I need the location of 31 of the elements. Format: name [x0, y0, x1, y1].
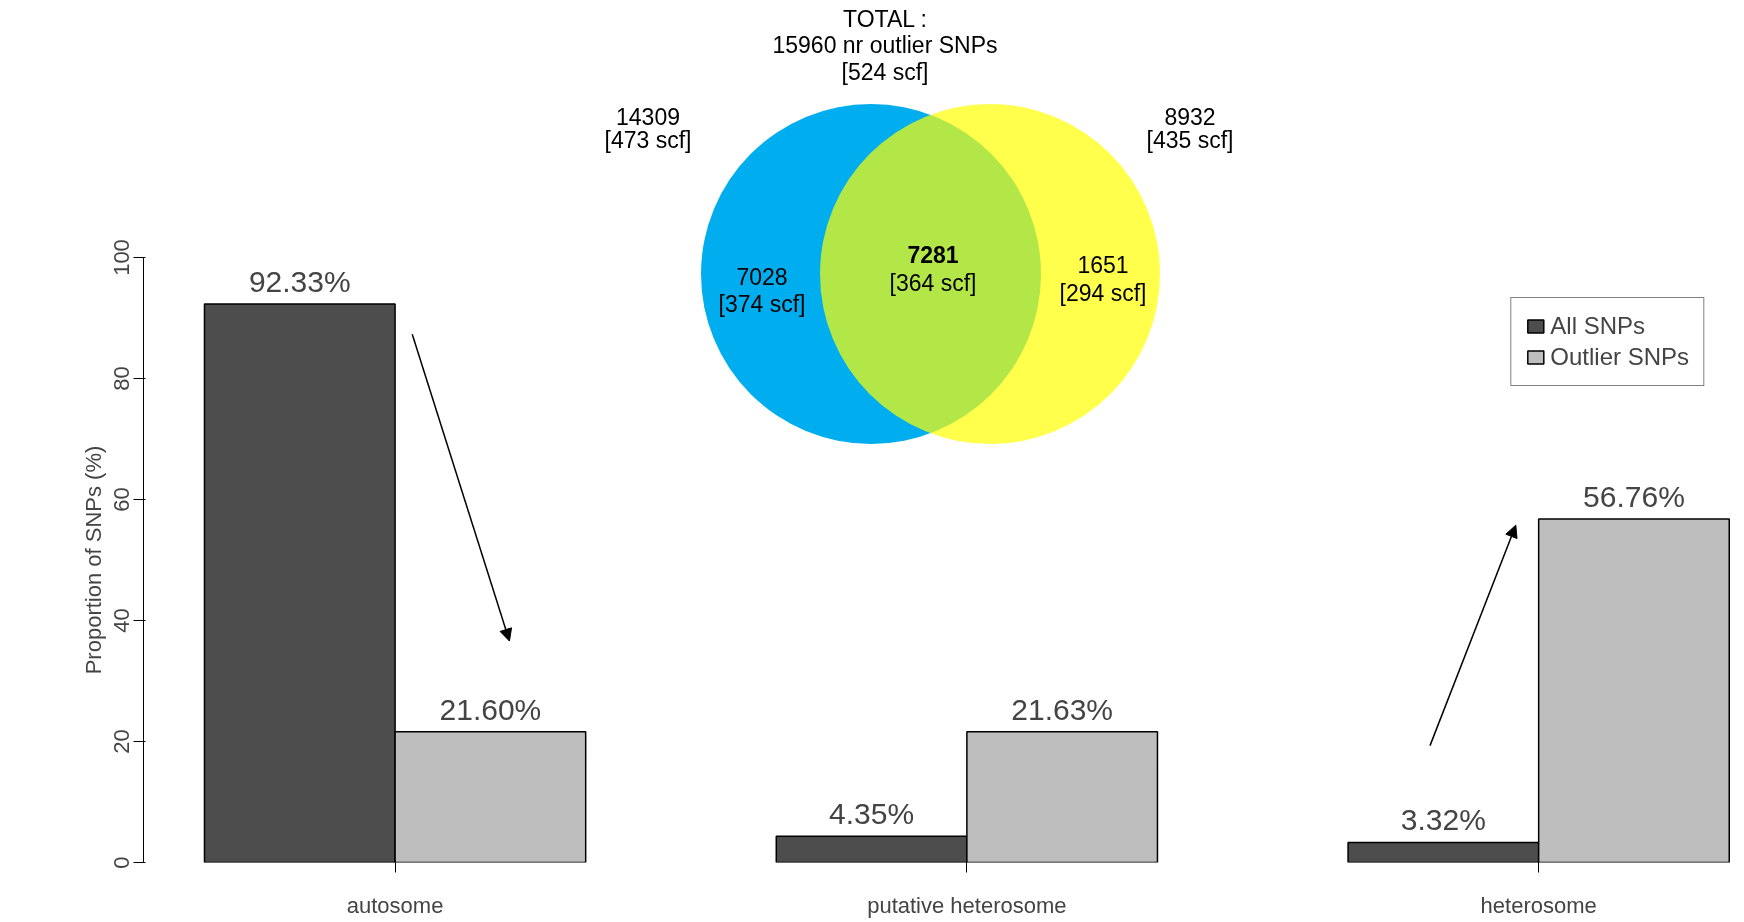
- annotation: 1651: [1077, 252, 1129, 278]
- y-tick-label: 20: [108, 729, 134, 754]
- text: TOTAL :: [843, 6, 927, 32]
- data-label: 21.63%: [1011, 692, 1114, 726]
- data-label: 4.35%: [829, 797, 915, 831]
- y-axis-title: Proportion of SNPs (%): [80, 445, 106, 675]
- y-tick-label: 80: [108, 366, 134, 391]
- text: [524 scf]: [841, 59, 929, 85]
- legend-label: Outlier SNPs: [1550, 343, 1689, 371]
- text: [473 scf]: [604, 127, 692, 153]
- text: 14309: [616, 104, 680, 130]
- text: [435 scf]: [1146, 127, 1234, 153]
- text: 8932: [1164, 104, 1216, 130]
- data-label: 56.76%: [1583, 480, 1685, 514]
- annotation: [364 scf]: [889, 270, 977, 296]
- annotation: [294 scf]: [1059, 280, 1147, 306]
- y-tick-label: 60: [108, 487, 134, 512]
- y-tick-label: 40: [108, 608, 134, 633]
- x-tick-label: putative heterosome: [867, 892, 1067, 918]
- annotation: 7281: [907, 242, 959, 268]
- text: 15960 nr outlier SNPs: [772, 32, 998, 58]
- y-tick-label: 0: [108, 856, 134, 869]
- data-label: 3.32%: [1400, 803, 1486, 837]
- x-tick-label: autosome: [346, 892, 444, 918]
- legend-label: All SNPs: [1550, 312, 1645, 340]
- y-tick-label: 100: [108, 239, 134, 276]
- x-tick-label: heterosome: [1480, 892, 1597, 918]
- data-label: 21.60%: [439, 692, 542, 726]
- annotation: [374 scf]: [718, 291, 806, 317]
- annotation: 7028: [736, 264, 788, 290]
- data-label: 92.33%: [248, 264, 351, 298]
